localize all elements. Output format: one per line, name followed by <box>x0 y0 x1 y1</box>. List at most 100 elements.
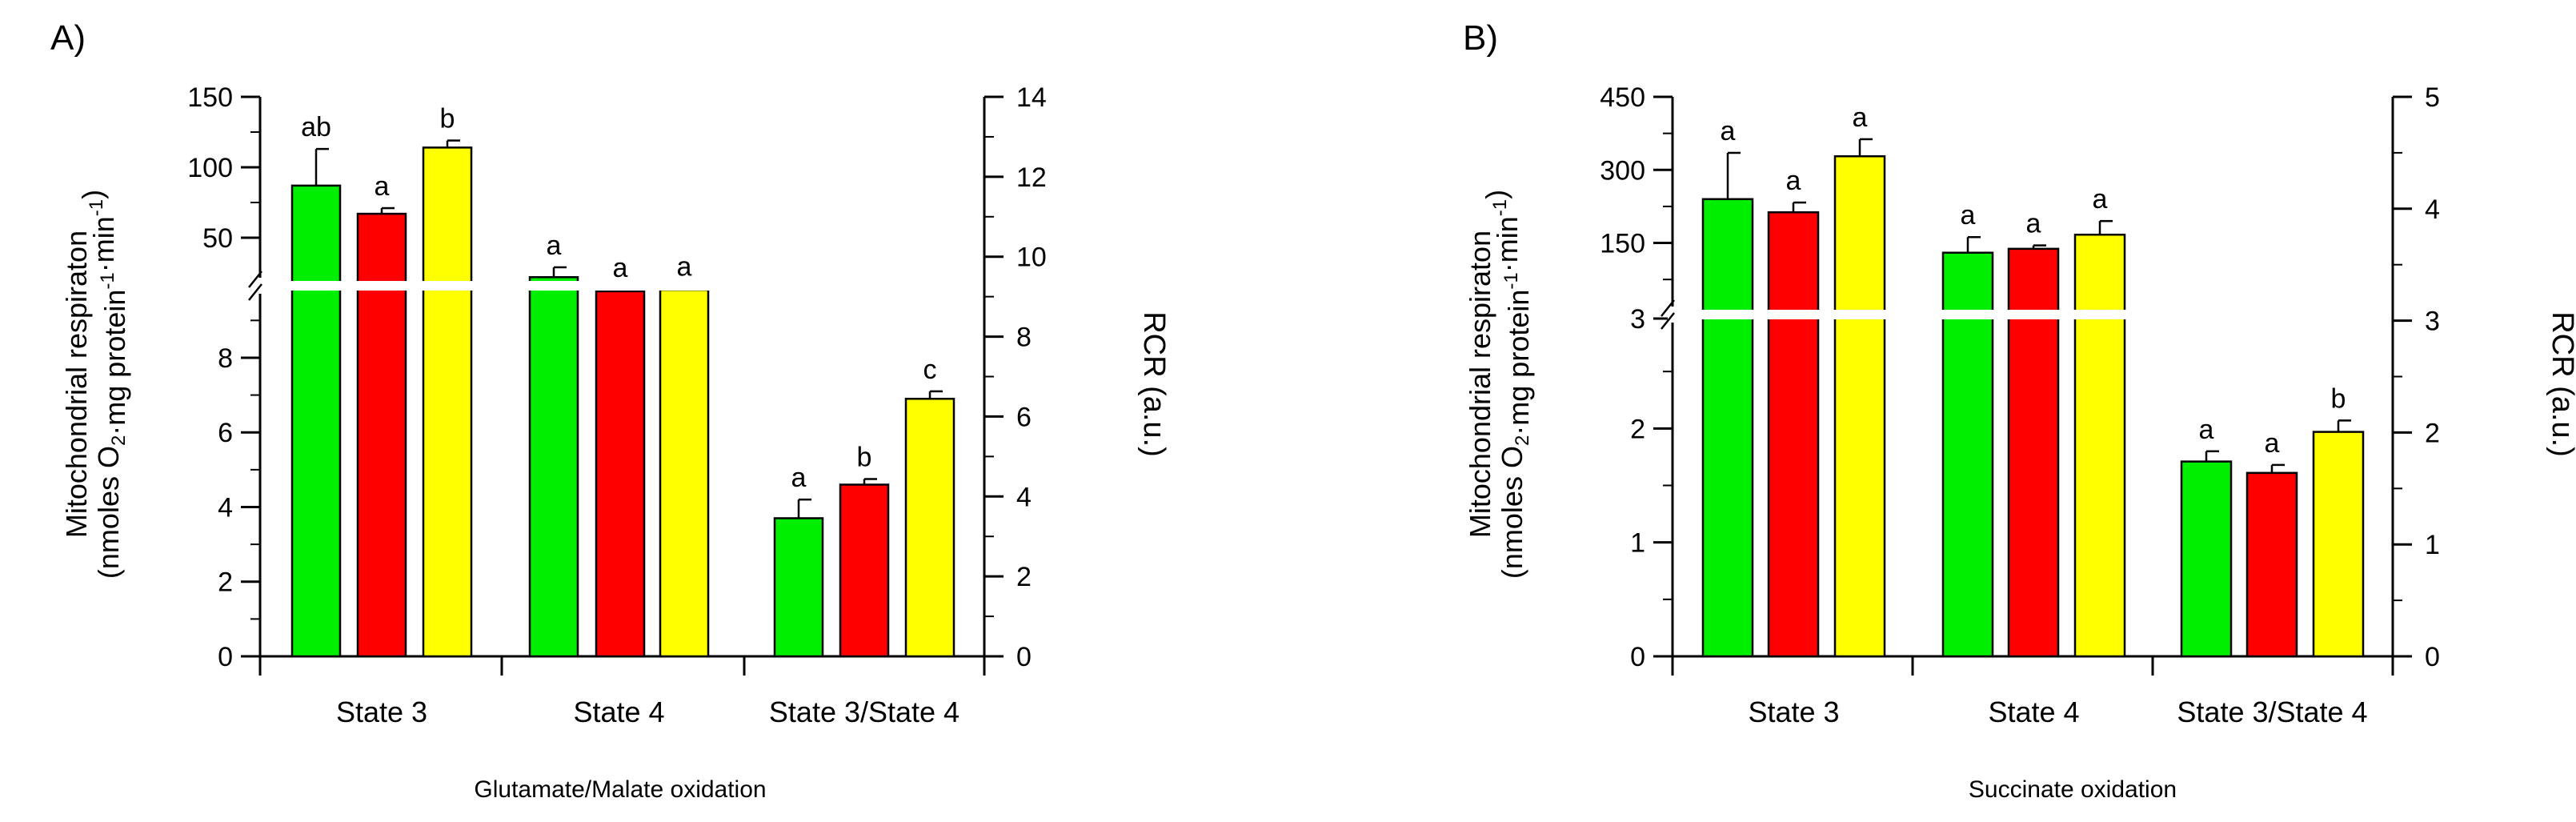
axis-break-band <box>258 281 723 291</box>
significance-letter: ab <box>301 112 331 142</box>
bar <box>422 146 473 658</box>
significance-letter: a <box>2265 428 2280 459</box>
axis-break-mark <box>248 271 262 288</box>
panel-label: B) <box>1463 18 1498 58</box>
significance-letter: a <box>1961 200 1976 231</box>
y-tick-label-left: 0 <box>1630 642 1645 672</box>
y-axis-units-sup: -1 <box>1500 272 1522 289</box>
significance-letter: a <box>677 251 692 282</box>
y-tick-label-right: 2 <box>1016 562 1032 592</box>
y-axis-units-text: (nmoles O <box>92 446 125 579</box>
y-tick-label-left-upper: 50 <box>202 223 233 254</box>
y-tick-label-left: 8 <box>218 343 233 374</box>
y-tick-label-left-upper: 150 <box>187 82 233 113</box>
axis-break-band <box>1671 310 2139 319</box>
bar <box>904 397 955 658</box>
y-axis-units: (nmoles O2·mg protein-1·min-1) <box>1480 190 1535 579</box>
y-tick-label-right: 10 <box>1016 243 1047 273</box>
y-tick-label-right: 8 <box>1016 323 1032 353</box>
y-tick-label-right: 12 <box>1016 162 1047 193</box>
panel-a: A) State 3 State 4 State 3/State 4 Glutamate… <box>50 18 1171 803</box>
bar <box>1767 211 1820 658</box>
axis-break-mark <box>1661 312 1675 330</box>
bar <box>528 276 579 658</box>
bar <box>2245 471 2298 658</box>
y-tick-label-right: 5 <box>2425 82 2440 113</box>
bar <box>2180 460 2233 658</box>
bar <box>2073 233 2126 658</box>
y-axis-units-text: ·min <box>87 216 120 272</box>
panel-b: B) State 3 State 4 State 3/State 4 Succinate… <box>1463 18 2576 803</box>
category-label: State 4 <box>1988 696 2079 728</box>
category-label: State 3 <box>1748 696 1839 728</box>
y-axis-units-text: ·mg protein <box>1502 290 1535 435</box>
y-tick-label-left-upper: 150 <box>1600 229 1645 259</box>
y-axis-title: Mitochondrial respiraton <box>1464 231 1496 538</box>
y-tick-label-right: 0 <box>2425 642 2440 672</box>
bar <box>356 212 407 658</box>
y-tick-label-right: 3 <box>2425 307 2440 337</box>
y-axis-units-sup: -1 <box>1489 199 1511 216</box>
significance-letter: a <box>1853 102 1868 133</box>
significance-letter: a <box>1721 116 1736 146</box>
significance-letter: b <box>857 443 872 473</box>
y-tick-label-right: 2 <box>2425 418 2440 448</box>
significance-letter: a <box>2199 415 2214 445</box>
y-tick-label-left-upper: 300 <box>1600 155 1645 186</box>
y-axis-title-right: RCR (a.u.) <box>1137 311 1171 457</box>
panel-label: A) <box>50 18 86 58</box>
significance-letter: a <box>547 231 562 261</box>
bar <box>595 290 646 658</box>
y-tick-label-right: 4 <box>2425 194 2440 225</box>
category-label: State 3/State 4 <box>769 696 959 728</box>
axis-break-mark <box>248 283 262 301</box>
y-axis-units-text: ) <box>1480 190 1512 199</box>
y-tick-label-left: 2 <box>218 567 233 598</box>
bar <box>290 184 342 658</box>
bar <box>1701 198 1754 658</box>
y-axis-units-sup: -1 <box>86 199 107 216</box>
y-tick-label-left: 1 <box>1630 528 1645 559</box>
significance-letter: a <box>613 253 628 283</box>
y-axis-units-sub: 2 <box>108 435 130 446</box>
y-tick-label-left: 0 <box>218 642 233 672</box>
axis-break-mark <box>1661 299 1675 317</box>
significance-letter: c <box>923 355 937 385</box>
category-label: State 3 <box>336 696 427 728</box>
category-label: State 4 <box>573 696 664 728</box>
y-axis-units-text: ) <box>76 190 109 199</box>
y-axis-units-text: (nmoles O <box>1496 446 1528 579</box>
y-axis-units-sup: -1 <box>97 272 118 289</box>
y-tick-label-left-upper: 3 <box>1630 304 1645 335</box>
significance-letter: a <box>1786 166 1801 196</box>
y-tick-label-right: 6 <box>1016 402 1032 432</box>
y-axis-units: (nmoles O2·mg protein-1·min-1) <box>76 190 131 579</box>
category-label: State 3/State 4 <box>2177 696 2367 728</box>
bar <box>659 288 710 658</box>
significance-letter: a <box>2093 184 2108 215</box>
bar <box>1833 154 1886 658</box>
y-tick-label-left-upper: 100 <box>187 153 233 183</box>
y-axis-units-text: ·mg protein <box>98 290 131 435</box>
significance-letter: a <box>375 171 390 202</box>
y-tick-label-left: 2 <box>1630 414 1645 444</box>
bar <box>773 517 824 658</box>
y-tick-label-right: 14 <box>1016 82 1047 113</box>
bar <box>1941 251 1994 658</box>
x-caption: Glutamate/Malate oxidation <box>474 776 766 803</box>
y-tick-label-left: 6 <box>218 418 233 448</box>
bar <box>839 483 890 658</box>
y-axis-title: Mitochondrial respiraton <box>60 231 93 538</box>
x-caption: Succinate oxidation <box>1969 776 2177 803</box>
significance-letter: a <box>791 463 807 493</box>
y-tick-label-left-upper: 450 <box>1600 82 1645 113</box>
y-axis-title-right: RCR (a.u.) <box>2546 311 2576 457</box>
y-tick-label-right: 4 <box>1016 482 1032 512</box>
significance-letter: b <box>2331 383 2346 414</box>
significance-letter: b <box>440 104 455 134</box>
bar <box>2312 431 2365 658</box>
y-tick-label-right: 0 <box>1016 642 1032 672</box>
y-axis-units-text: ·min <box>1491 216 1524 272</box>
y-axis-units-sub: 2 <box>1512 435 1533 446</box>
